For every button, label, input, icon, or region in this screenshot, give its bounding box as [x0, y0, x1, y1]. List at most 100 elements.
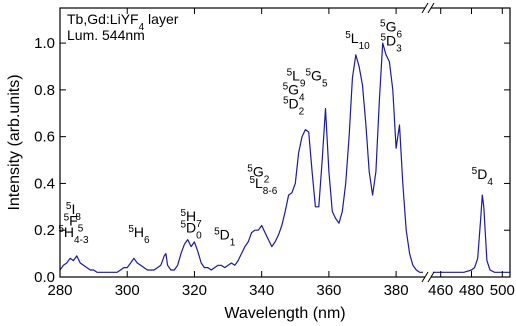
y-tick-label-0.6: 0.6	[34, 129, 55, 146]
text-run: 8	[75, 211, 81, 222]
text-run: G	[253, 163, 264, 179]
y-tick-label-0.0: 0.0	[34, 269, 55, 286]
x-tick-label-360: 360	[316, 282, 341, 299]
text-run: 5	[283, 81, 289, 92]
y-tick-label-0.4: 0.4	[34, 175, 55, 192]
annotation-a2: 5F5	[64, 212, 84, 234]
text-run: 5	[249, 175, 255, 186]
annotation-a8: 5G2	[247, 163, 269, 185]
text-run: 4	[487, 176, 493, 187]
annotation-a15: 5D3	[380, 32, 402, 54]
annotation-a14: 5G6	[380, 18, 402, 40]
text-run: 4-3	[74, 235, 89, 246]
text-run: 5	[78, 223, 84, 234]
annotation-a3: 5H4-3	[58, 224, 89, 246]
text-run: 8-6	[263, 186, 278, 197]
text-run: 6	[144, 235, 150, 246]
y-tick-label-1.0: 1.0	[34, 35, 55, 52]
annotation-a10: 5L95G5	[287, 67, 328, 89]
text-run: G	[311, 68, 322, 84]
text-run: 5	[128, 224, 134, 235]
text-run: F	[69, 213, 78, 229]
text-run: 3	[396, 43, 402, 54]
text-run: 5	[214, 226, 220, 237]
text-run: L	[351, 30, 359, 46]
text-run: Tb,Gd:LiYF	[67, 11, 139, 27]
series-line-0-segment-1	[433, 194, 510, 273]
text-run: 5	[283, 95, 289, 106]
text-run: D	[477, 166, 487, 182]
text-run: 5	[58, 224, 64, 235]
series-layer	[59, 42, 510, 273]
text-run: 5	[180, 219, 186, 230]
x-tick-label-340: 340	[249, 282, 274, 299]
text-run: 9	[300, 78, 306, 89]
annotation-a4: 5H6	[128, 224, 150, 246]
axis-break-mark-bottom-1	[427, 271, 435, 283]
annotation-a7: 5D1	[214, 226, 236, 248]
text-run: 4	[139, 22, 145, 33]
text-run: D	[220, 227, 230, 243]
text-run: 5	[66, 200, 72, 211]
text-run: 1	[230, 237, 236, 248]
text-run: 5	[380, 32, 386, 43]
x-tick-label-300: 300	[115, 282, 140, 299]
axis-break-mark-top-0	[421, 2, 429, 14]
text-run: 6	[397, 29, 403, 40]
annotation-a6: 5D0	[180, 219, 202, 241]
text-run: 5	[305, 67, 311, 78]
text-run: 7	[196, 218, 202, 229]
text-run: Lum. 544nm	[67, 27, 145, 43]
annotation-a12: 5D2	[283, 95, 305, 117]
text-run: layer	[144, 11, 179, 27]
x-tick-label-500: 500	[490, 282, 515, 299]
text-run: 5	[322, 78, 328, 89]
plot-frame	[59, 7, 511, 278]
text-run: G	[288, 82, 299, 98]
annotation-a11: 5G4	[283, 81, 305, 103]
text-run: 5	[380, 18, 386, 29]
annotation-a5: 5H7	[180, 207, 202, 229]
annotation-a16: 5D4	[472, 165, 494, 187]
axis-break-layer	[421, 2, 435, 283]
text-run: H	[186, 208, 196, 224]
text-run: 2	[299, 106, 305, 117]
annotation-a1: 5I8	[66, 200, 81, 222]
text-run: 5	[64, 212, 70, 223]
annotation-a13: 5L10	[345, 30, 370, 52]
text-run: 5	[180, 207, 186, 218]
axis-break-mark-top-1	[427, 2, 435, 14]
text-run: I	[71, 201, 75, 217]
x-tick-label-460: 460	[428, 282, 453, 299]
axis-break-mask-bottom	[425, 273, 431, 281]
axis-break-mark-bottom-0	[421, 271, 429, 283]
text-run: 5	[287, 67, 293, 78]
annotation-a9: 5L8-6	[249, 175, 277, 197]
text-run: 10	[359, 41, 371, 52]
x-tick-label-280: 280	[47, 282, 72, 299]
text-run: 2	[264, 174, 270, 185]
series-line-0-segment-0	[59, 42, 423, 273]
text-run: H	[64, 224, 74, 240]
text-run: G	[386, 18, 397, 34]
text-run: L	[255, 175, 263, 191]
text-run: 5	[472, 165, 478, 176]
y-tick-label-0.8: 0.8	[34, 82, 55, 99]
tick-layer: 280 300 320 340 360 380 460 480 5000.00.20.40.60…	[34, 8, 515, 299]
text-run: 4	[299, 92, 305, 103]
text-run: H	[134, 224, 144, 240]
text-run: D	[186, 220, 196, 236]
legend-line-1: Lum. 544nm	[67, 27, 145, 43]
text-run: D	[386, 32, 396, 48]
text-run: 5	[345, 30, 351, 41]
text-run: D	[289, 96, 299, 112]
x-tick-label-320: 320	[182, 282, 207, 299]
y-axis-label: Intensity (arb.units)	[6, 74, 23, 210]
x-axis-label: Wavelength (nm)	[224, 305, 345, 322]
axis-break-mask-top	[425, 5, 431, 12]
y-tick-label-0.2: 0.2	[34, 222, 55, 239]
x-tick-label-380: 380	[384, 282, 409, 299]
